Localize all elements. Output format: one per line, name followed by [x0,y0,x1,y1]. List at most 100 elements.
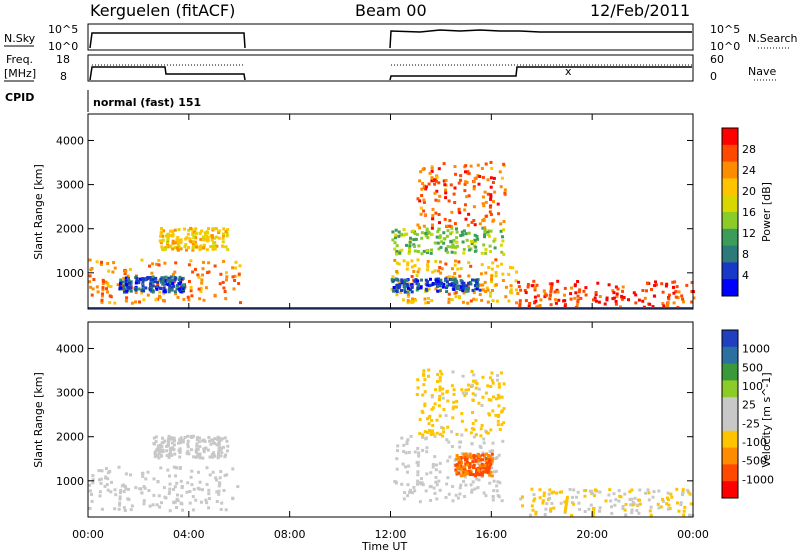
velocity-cell [127,498,131,502]
velocity-cell [417,454,421,458]
power-cell [187,298,191,302]
power-cell [459,267,463,271]
velocity-cell [147,489,151,492]
velocity-cell [647,498,651,502]
power-cell [466,289,470,293]
y-tick-label: 4000 [56,134,84,147]
velocity-cell [458,460,462,464]
power-cell [221,240,225,244]
velocity-cell [141,474,145,478]
power-cell [233,274,237,278]
velocity-cell [482,491,486,495]
power-cell [472,297,476,301]
power-cell [430,299,434,303]
velocity-cell [422,369,426,373]
power-cell [162,276,166,280]
velocity-cell [402,450,406,453]
velocity-cell [160,501,163,505]
velocity-cell [205,482,209,486]
power-cell [405,282,409,286]
power-cell [426,283,430,287]
velocity-cell [495,397,498,401]
velocity-cell [183,435,187,439]
velocity-cell [154,435,158,439]
power-cell [462,291,466,295]
velocity-cell [188,501,192,505]
velocity-cell [424,436,428,440]
power-cell [137,287,141,291]
power-cell [492,218,496,222]
power-cell [433,269,437,273]
power-cell [439,245,443,249]
velocity-cell [418,500,422,504]
velocity-cell [434,388,437,392]
velocity-cell [465,458,469,461]
x-tick-label: 12:00 [375,528,407,541]
power-cell [222,232,226,236]
velocity-cell [464,456,468,459]
velocity-cell [644,491,647,495]
velocity-cell [471,422,475,425]
power-cell [675,285,679,289]
power-cell [113,301,117,305]
power-cell [431,282,435,285]
power-cell [492,176,496,180]
power-cell [96,290,100,294]
velocity-cell [396,444,400,448]
velocity-cell [468,452,472,456]
power-cell [491,181,495,184]
power-cell [563,293,566,297]
velocity-cell [91,474,95,478]
power-cell [444,247,448,251]
power-cell [502,252,506,256]
power-cell [106,282,110,286]
power-cell [611,289,615,293]
power-cell [462,251,466,255]
power-cell [648,302,652,306]
power-cell [620,297,624,301]
power-cell [526,283,530,286]
velocity-cell [415,393,419,396]
power-cell [457,181,461,185]
power-cell [641,299,645,303]
power-cell [127,279,131,283]
velocity-cell [219,507,223,511]
velocity-cell [195,444,199,448]
power-cell [159,287,163,290]
power-cell [420,231,424,235]
power-cell [148,288,152,292]
velocity-cell [490,466,494,470]
velocity-cell [683,505,687,509]
velocity-cell [604,499,608,503]
power-cell [461,233,465,237]
power-cell [651,305,655,309]
power-cell [472,185,476,189]
power-cell [667,297,671,301]
power-cell [653,284,657,287]
power-cell [449,224,453,228]
power-cell [483,280,487,284]
velocity-cell [164,496,168,500]
power-cell [612,291,616,295]
power-cell [437,181,441,185]
velocity-cell [404,465,407,469]
velocity-cell [190,436,194,439]
power-cell [411,265,414,269]
velocity-cell [429,431,433,435]
velocity-cell [416,463,420,467]
velocity-cell [181,508,185,512]
velocity-cell [160,445,164,448]
power-cell [473,238,477,242]
velocity-cell [470,456,474,460]
power-cell [213,236,216,240]
velocity-cell [614,498,618,502]
power-cell [128,267,132,271]
velocity-cell [497,395,501,398]
velocity-cell [688,513,692,517]
velocity-cell [431,463,435,466]
power-cell [454,295,458,299]
power-cell [434,287,438,291]
velocity-cell [142,502,146,506]
power-cell [419,286,423,290]
velocity-cell [460,433,464,437]
